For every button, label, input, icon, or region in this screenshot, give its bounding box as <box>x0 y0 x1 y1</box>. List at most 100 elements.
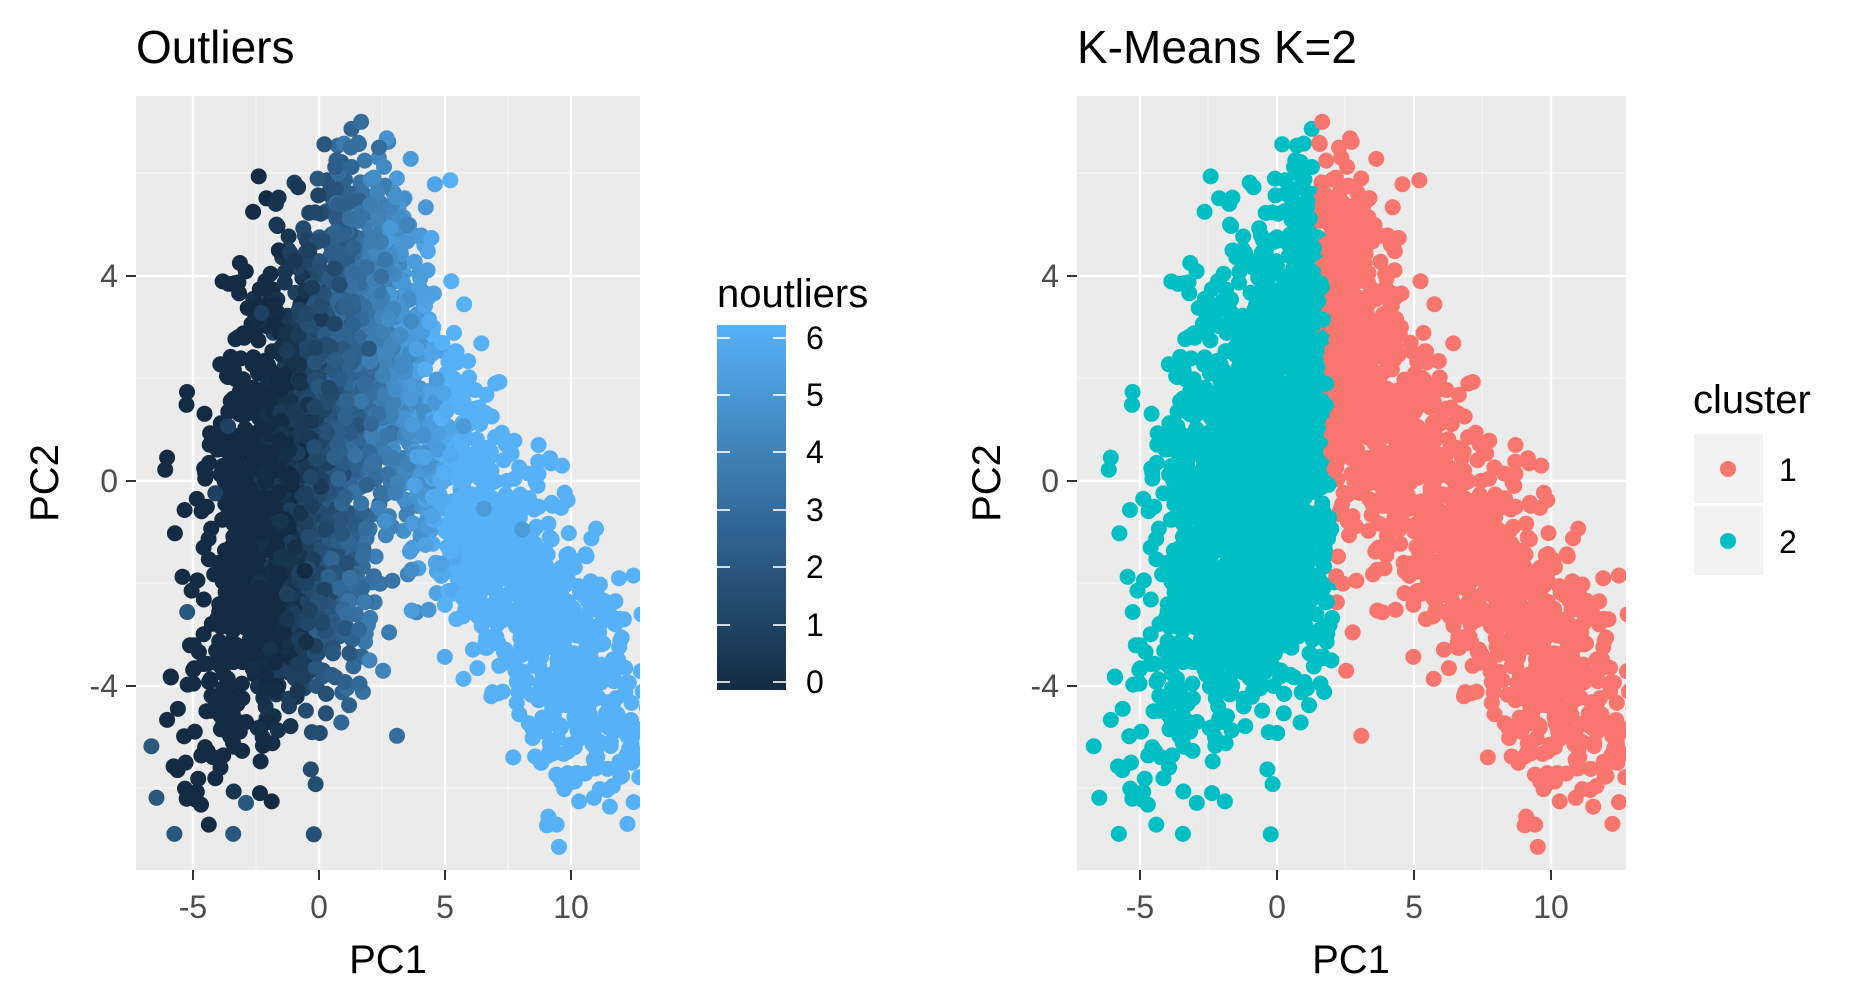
data-point <box>436 648 453 665</box>
data-point <box>196 460 213 477</box>
data-point <box>403 313 419 330</box>
data-point <box>578 631 594 648</box>
data-point <box>247 554 264 571</box>
data-point <box>258 464 275 481</box>
data-point <box>273 513 290 530</box>
data-point <box>253 304 270 321</box>
data-point <box>375 367 391 384</box>
data-point <box>467 382 484 398</box>
data-point <box>318 424 335 441</box>
data-point <box>327 159 344 175</box>
data-point <box>461 555 478 572</box>
data-point <box>436 596 453 613</box>
data-point <box>311 725 328 741</box>
data-point <box>317 705 334 722</box>
data-point <box>331 276 348 293</box>
data-point <box>313 479 329 495</box>
data-point <box>454 589 471 606</box>
data-point <box>389 727 405 744</box>
data-point <box>220 275 237 292</box>
data-point <box>317 521 334 538</box>
data-point <box>634 683 640 700</box>
data-point <box>307 340 324 356</box>
data-point <box>648 661 664 677</box>
data-point <box>375 662 392 679</box>
data-point <box>1196 203 1213 220</box>
data-point <box>388 170 405 187</box>
data-point <box>310 187 327 204</box>
data-point <box>424 508 441 524</box>
data-point <box>376 158 392 175</box>
data-point <box>1625 705 1626 711</box>
data-point <box>234 472 251 489</box>
y-axis <box>126 275 136 687</box>
data-point <box>1368 150 1385 167</box>
data-point <box>408 341 425 358</box>
data-point <box>252 785 268 802</box>
data-point <box>263 793 280 810</box>
data-point <box>286 252 303 269</box>
data-point <box>551 838 567 855</box>
data-point <box>353 113 370 130</box>
data-point <box>290 327 307 344</box>
data-point <box>383 337 400 354</box>
data-point <box>263 445 280 462</box>
data-point <box>230 596 246 613</box>
data-point <box>190 770 207 787</box>
x-axis <box>192 870 572 880</box>
data-point <box>441 351 457 368</box>
data-point <box>370 211 386 228</box>
data-point <box>291 356 308 373</box>
data-point <box>611 753 628 770</box>
data-point <box>198 498 215 515</box>
data-point <box>287 539 303 556</box>
data-point <box>380 311 397 328</box>
data-point <box>555 745 572 762</box>
colorbar-label: 0 <box>806 664 824 700</box>
data-point <box>423 346 440 363</box>
data-point <box>343 277 360 294</box>
data-point <box>1119 568 1136 585</box>
data-point <box>585 724 602 741</box>
data-point <box>203 702 220 719</box>
y-axis-label: PC2 <box>23 444 67 522</box>
data-point <box>403 602 420 619</box>
data-point <box>434 334 451 351</box>
data-point <box>531 658 548 675</box>
data-point <box>559 659 576 676</box>
data-point <box>527 748 544 765</box>
data-point <box>210 610 227 627</box>
data-point <box>629 745 640 762</box>
data-point <box>301 602 318 619</box>
data-point <box>1540 525 1557 542</box>
data-point <box>298 305 315 322</box>
data-point <box>284 469 301 486</box>
data-point <box>384 572 401 589</box>
data-point <box>230 529 247 546</box>
data-point <box>1394 176 1411 193</box>
data-point <box>518 616 535 633</box>
data-point <box>1450 386 1467 403</box>
data-point <box>301 242 318 259</box>
data-point <box>196 405 213 422</box>
data-point <box>316 581 333 598</box>
data-point <box>259 592 276 609</box>
data-point <box>215 716 232 733</box>
colorbar-label: 1 <box>806 607 824 643</box>
data-point <box>565 558 582 575</box>
data-point <box>267 653 284 670</box>
data-point <box>297 702 314 719</box>
data-point <box>342 424 359 441</box>
data-point <box>1330 548 1346 565</box>
data-point <box>1124 396 1140 413</box>
data-point <box>335 226 352 242</box>
data-point <box>272 462 289 479</box>
data-point <box>478 629 495 645</box>
data-point <box>487 429 503 446</box>
data-point <box>406 477 423 494</box>
data-point <box>324 667 340 683</box>
data-point <box>320 379 337 396</box>
data-point <box>265 318 282 335</box>
data-point <box>524 596 541 613</box>
data-point <box>387 189 404 206</box>
